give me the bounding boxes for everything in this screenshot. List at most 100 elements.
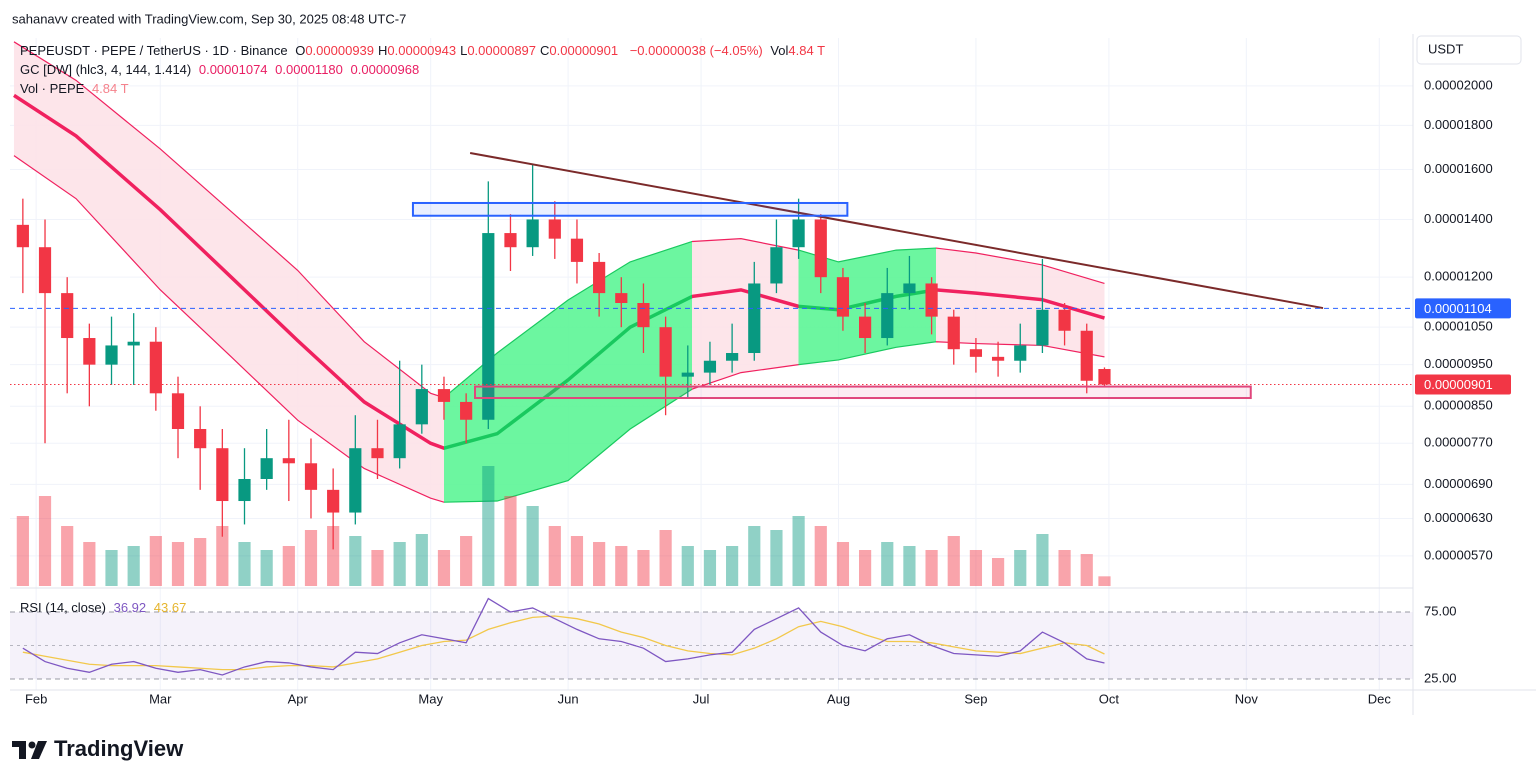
volume-bar bbox=[149, 536, 162, 586]
candle-body bbox=[726, 353, 739, 361]
channel-band bbox=[13, 41, 1105, 503]
indicator-value: 0.00001074 bbox=[198, 62, 268, 77]
channel-lower bbox=[13, 155, 1105, 503]
volume-bar bbox=[881, 542, 894, 586]
x-tick-label: Nov bbox=[1235, 691, 1259, 706]
candle-body bbox=[482, 233, 495, 420]
ohlc-value: 0.00000897 bbox=[467, 43, 537, 58]
price-label-box bbox=[1415, 374, 1511, 395]
volume-bar bbox=[703, 550, 717, 586]
candle-body bbox=[327, 489, 340, 513]
volume-bar bbox=[437, 550, 451, 586]
volume-bar bbox=[349, 536, 362, 586]
candle-body bbox=[1080, 330, 1093, 381]
volume-bar bbox=[327, 526, 340, 586]
volume-legend-value: 4.84 T bbox=[91, 81, 129, 96]
candle-body bbox=[615, 293, 628, 304]
volume-bar bbox=[1014, 550, 1027, 586]
candle-body bbox=[238, 478, 251, 502]
y-tick-label: 0.00000630 bbox=[1424, 510, 1493, 525]
volume-bar bbox=[748, 526, 761, 586]
candle-body bbox=[127, 341, 140, 346]
x-tick-label: Oct bbox=[1099, 691, 1120, 706]
volume-bar bbox=[371, 550, 384, 586]
candle-body bbox=[969, 349, 983, 357]
volume-bar bbox=[792, 516, 805, 586]
x-tick-label: Dec bbox=[1368, 691, 1392, 706]
ohlc-value: 0.00000901 bbox=[549, 43, 619, 58]
candle-body bbox=[947, 316, 960, 350]
candle-body bbox=[770, 247, 783, 284]
candle-body bbox=[792, 219, 805, 248]
symbol: PEPEUSDT · PEPE / TetherUS · 1D · Binanc… bbox=[20, 43, 288, 58]
candle-body bbox=[836, 277, 850, 317]
volume-bar bbox=[637, 550, 650, 586]
volume-bar bbox=[194, 538, 207, 586]
candle-body bbox=[526, 219, 539, 248]
volume-bar bbox=[260, 550, 273, 586]
volume-bar bbox=[38, 496, 52, 586]
candle-body bbox=[415, 389, 428, 425]
volume-bar bbox=[593, 542, 606, 586]
x-tick-label: Jul bbox=[693, 691, 710, 706]
volume-bar bbox=[859, 550, 872, 586]
symbol-legend: PEPEUSDT · PEPE / TetherUS · 1D · Binanc… bbox=[20, 43, 829, 58]
volume-name: Vol · PEPE bbox=[20, 81, 85, 96]
y-tick-label: 0.00001200 bbox=[1424, 269, 1493, 284]
candle-body bbox=[16, 224, 29, 248]
x-tick-label: Mar bbox=[149, 691, 172, 706]
change: −0.00000038 (−4.05%) bbox=[629, 43, 763, 58]
volume-bar bbox=[1058, 550, 1071, 586]
zone-box bbox=[411, 201, 849, 217]
candle-body bbox=[991, 356, 1005, 361]
rsi-value: 36.92 bbox=[113, 600, 147, 615]
volume-label: Vol bbox=[770, 43, 789, 58]
candle-body bbox=[659, 327, 672, 377]
candle-body bbox=[548, 219, 561, 239]
y-tick-label: 0.00000770 bbox=[1424, 435, 1493, 450]
rsi-tick-label: 75.00 bbox=[1424, 603, 1457, 618]
indicator-value: 0.00000968 bbox=[350, 62, 420, 77]
candle-body bbox=[881, 293, 894, 339]
credit: sahanavv created with TradingView.com, S… bbox=[12, 11, 406, 26]
volume-bar bbox=[238, 542, 251, 586]
candle-body bbox=[593, 261, 606, 294]
candle-body bbox=[371, 448, 384, 459]
trendline bbox=[469, 151, 1324, 310]
candle-body bbox=[349, 448, 362, 513]
indicator-name: GC [DW] (hlc3, 4, 144, 1.414) bbox=[20, 62, 192, 77]
rsi-ma-line bbox=[22, 615, 1105, 671]
y-tick-label: 0.00000690 bbox=[1424, 476, 1493, 491]
x-tick-label: Feb bbox=[25, 691, 47, 706]
candle-body bbox=[859, 316, 872, 339]
indicator-legend: GC [DW] (hlc3, 4, 144, 1.414) 0.00001074… bbox=[20, 62, 423, 77]
candle-body bbox=[903, 283, 916, 294]
candle-body bbox=[570, 238, 584, 262]
ohlc-value: 0.00000939 bbox=[305, 43, 375, 58]
volume-bar bbox=[1098, 576, 1111, 586]
brand-name: TradingView bbox=[54, 736, 184, 761]
volume-bar bbox=[969, 550, 983, 586]
rsi-name: RSI (14, close) bbox=[20, 600, 106, 615]
unit-box bbox=[1416, 35, 1522, 65]
volume-bar bbox=[681, 546, 694, 586]
volume-bar bbox=[991, 558, 1005, 586]
candle-body bbox=[83, 338, 96, 365]
volume-bar bbox=[105, 550, 118, 586]
candle-body bbox=[194, 428, 207, 449]
y-tick-label: 0.00000950 bbox=[1424, 356, 1493, 371]
volume-bar bbox=[282, 546, 295, 586]
y-tick-label: 0.00000850 bbox=[1424, 398, 1493, 413]
volume-bar bbox=[61, 526, 74, 586]
volume-bar bbox=[1036, 534, 1049, 586]
ohlc: O0.00000939 H0.00000943 L0.00000897 C0.0000… bbox=[295, 43, 622, 58]
rsi-ma-value: 43.67 bbox=[153, 600, 187, 615]
candle-body bbox=[61, 293, 74, 339]
y-tick-label: 0.00001600 bbox=[1424, 161, 1493, 176]
candle-body bbox=[393, 424, 406, 459]
y-tick-label: 0.00001400 bbox=[1424, 211, 1493, 226]
candle-body bbox=[637, 303, 650, 328]
x-tick-label: Apr bbox=[288, 691, 309, 706]
axis-unit: USDT bbox=[1428, 41, 1463, 56]
ohlc-value: 0.00000943 bbox=[387, 43, 457, 58]
